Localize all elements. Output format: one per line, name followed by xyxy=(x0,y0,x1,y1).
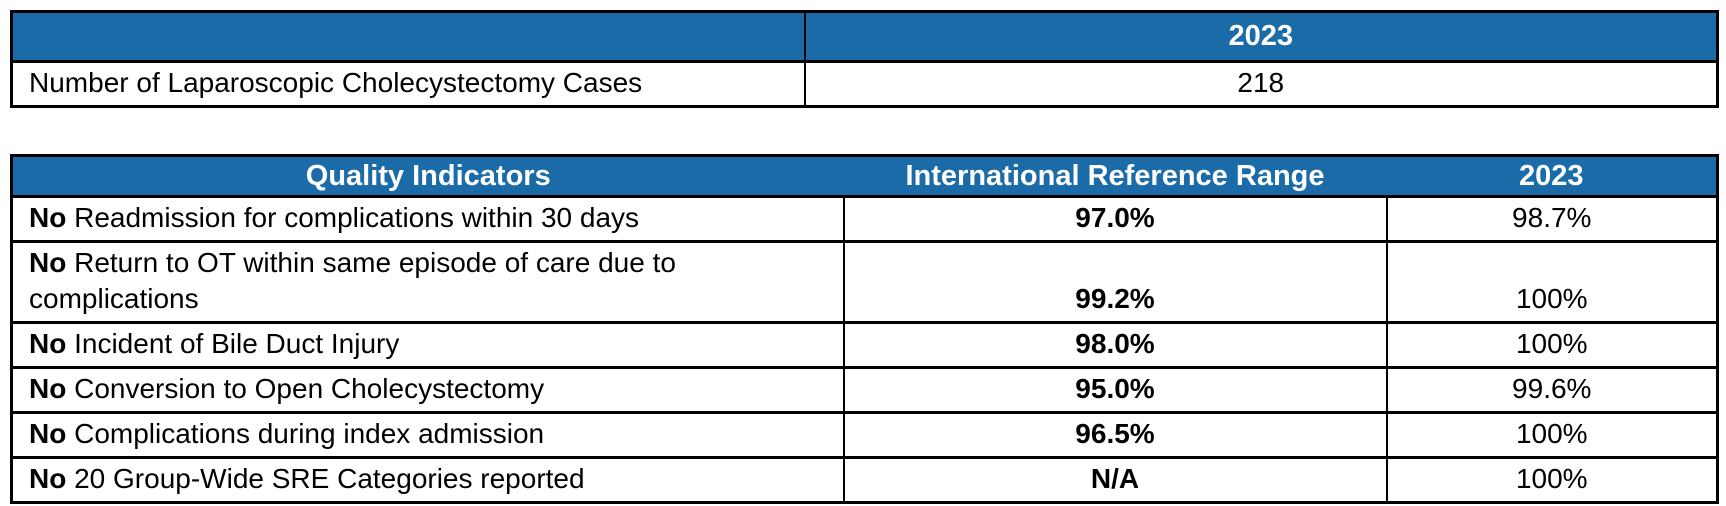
quality-row-readmission: No Readmission for complications within … xyxy=(10,195,1719,243)
reference-range-value: N/A xyxy=(842,456,1388,504)
quality-header-reference-range: International Reference Range xyxy=(843,154,1388,198)
cases-row-label: Number of Laparoscopic Cholecystectomy C… xyxy=(10,60,806,108)
quality-row-sre-categories: No 20 Group-Wide SRE Categories reported… xyxy=(10,456,1719,504)
indicator-label-cell: No Return to OT within same episode of c… xyxy=(10,240,845,324)
quality-header-year: 2023 xyxy=(1386,154,1719,198)
reference-range-value: 99.2% xyxy=(842,240,1388,324)
indicator-label: Return to OT within same episode of care… xyxy=(29,247,676,314)
quality-row-bile-duct-injury: No Incident of Bile Duct Injury 98.0% 10… xyxy=(10,321,1719,369)
year-value: 100% xyxy=(1385,240,1719,324)
reference-range-value: 96.5% xyxy=(842,411,1388,459)
year-value: 100% xyxy=(1385,321,1719,369)
indicator-prefix: No xyxy=(29,202,67,233)
reference-range-value: 97.0% xyxy=(842,195,1388,243)
cases-table: 2023 Number of Laparoscopic Cholecystect… xyxy=(10,10,1719,108)
quality-indicators-table: Quality Indicators International Referen… xyxy=(10,154,1719,504)
year-value: 99.6% xyxy=(1385,366,1719,414)
indicator-label-cell: No Conversion to Open Cholecystectomy xyxy=(10,366,845,414)
indicator-label: Complications during index admission xyxy=(66,418,545,449)
quality-row-conversion-to-open: No Conversion to Open Cholecystectomy 95… xyxy=(10,366,1719,414)
cases-header-row: 2023 xyxy=(10,10,1719,63)
quality-row-return-to-ot: No Return to OT within same episode of c… xyxy=(10,240,1719,324)
year-value: 100% xyxy=(1385,411,1719,459)
indicator-prefix: No xyxy=(29,328,67,359)
cases-header-empty-cell xyxy=(10,10,806,63)
quality-row-complications-index-admission: No Complications during index admission … xyxy=(10,411,1719,459)
cases-data-row: Number of Laparoscopic Cholecystectomy C… xyxy=(10,60,1719,108)
indicator-prefix: No xyxy=(29,373,67,404)
indicator-label-cell: No Readmission for complications within … xyxy=(10,195,845,243)
indicator-prefix: No xyxy=(29,247,67,278)
indicator-label: Incident of Bile Duct Injury xyxy=(66,328,400,359)
indicator-label: Conversion to Open Cholecystectomy xyxy=(66,373,545,404)
year-value: 98.7% xyxy=(1385,195,1719,243)
year-value: 100% xyxy=(1385,456,1719,504)
indicator-label-cell: No Complications during index admission xyxy=(10,411,845,459)
reference-range-value: 98.0% xyxy=(842,321,1388,369)
quality-header-indicators: Quality Indicators xyxy=(10,154,845,198)
cases-row-value: 218 xyxy=(803,60,1719,108)
indicator-prefix: No xyxy=(29,463,67,494)
indicator-label: Readmission for complications within 30 … xyxy=(66,202,640,233)
reference-range-value: 95.0% xyxy=(842,366,1388,414)
cases-header-year: 2023 xyxy=(803,10,1719,63)
indicator-label-cell: No 20 Group-Wide SRE Categories reported xyxy=(10,456,845,504)
indicator-label-cell: No Incident of Bile Duct Injury xyxy=(10,321,845,369)
indicator-label: 20 Group-Wide SRE Categories reported xyxy=(66,463,585,494)
quality-header-row: Quality Indicators International Referen… xyxy=(10,154,1719,198)
indicator-prefix: No xyxy=(29,418,67,449)
